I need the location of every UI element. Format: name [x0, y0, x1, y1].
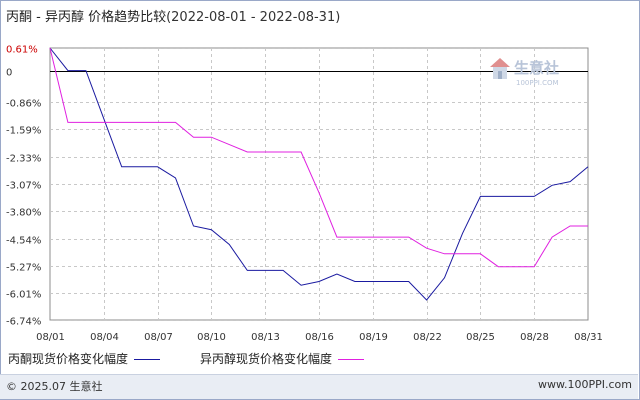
y-tick-label: -6.01% — [6, 290, 41, 301]
y-tick-label: -3.07% — [6, 181, 41, 192]
series-line-2 — [49, 47, 588, 268]
x-tick-label: 08/01 — [36, 332, 65, 343]
series-line-1 — [49, 47, 589, 301]
footer-site-link[interactable]: www.100PPI.com — [538, 378, 632, 391]
series-layer — [49, 47, 589, 301]
title-text: 丙酮 - 异丙醇 价格趋势比较 — [6, 10, 167, 25]
x-tick-label: 08/22 — [413, 332, 442, 343]
x-axis-labels: 08/01 08/04 08/07 08/10 08/13 08/16 08/19 08/22… — [36, 332, 603, 343]
x-tick-label: 08/28 — [520, 332, 549, 343]
y-tick-label: -4.54% — [6, 236, 41, 247]
watermark-logo: 生意社 100PPI.COM — [482, 53, 582, 93]
x-tick-label: 08/13 — [251, 332, 280, 343]
y-tick-label: 0.61% — [6, 45, 38, 56]
x-tick-label: 08/19 — [359, 332, 388, 343]
y-tick-label: -5.27% — [6, 263, 41, 274]
legend-swatch-series2 — [338, 359, 365, 360]
y-tick-label: -1.59% — [6, 126, 41, 137]
x-tick-label: 08/07 — [144, 332, 173, 343]
y-axis-labels: 0.61% 0 -0.86% -1.59% -2.33% -3.07% -3.80% -4.5… — [6, 45, 41, 328]
legend-label-series1: 丙酮现货价格变化幅度 — [8, 352, 129, 366]
logo-door — [498, 71, 502, 79]
footer-copyright: © 2025.07 生意社 — [6, 380, 103, 393]
y-tick-label: -3.80% — [6, 208, 41, 219]
house-logo-icon: 生意社 100PPI.COM — [490, 58, 559, 87]
x-tick-label: 08/31 — [574, 332, 603, 343]
x-tick-label: 08/10 — [197, 332, 226, 343]
x-tick-label: 08/16 — [305, 332, 334, 343]
watermark-url: 100PPI.COM — [516, 79, 559, 87]
x-tick-label: 08/04 — [90, 332, 119, 343]
y-tick-label: 0 — [6, 68, 12, 79]
legend-label-series2: 异丙醇现货价格变化幅度 — [200, 352, 333, 366]
y-tick-label: -0.86% — [6, 99, 41, 110]
legend-item-series2: 异丙醇现货价格变化幅度 — [200, 350, 365, 367]
chart-title: 丙酮 - 异丙醇 价格趋势比较(2022-08-01 - 2022-08-31) — [6, 6, 340, 25]
watermark-brand: 生意社 — [514, 59, 559, 77]
y-tick-label: -6.74% — [6, 317, 41, 328]
legend-swatch-series1 — [134, 359, 161, 360]
title-date-range: (2022-08-01 - 2022-08-31) — [166, 10, 341, 25]
footer-bar — [0, 374, 638, 399]
y-tick-label: -2.33% — [6, 154, 41, 165]
logo-roof — [490, 58, 510, 67]
legend-item-series1: 丙酮现货价格变化幅度 — [8, 350, 161, 367]
x-tick-label: 08/25 — [466, 332, 495, 343]
